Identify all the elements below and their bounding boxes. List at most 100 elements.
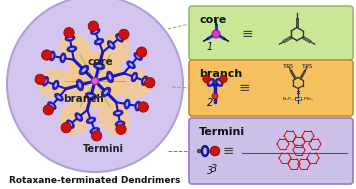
Text: 1: 1	[207, 42, 213, 52]
Ellipse shape	[93, 30, 98, 33]
Ellipse shape	[114, 69, 152, 99]
Text: 3: 3	[207, 166, 213, 176]
Ellipse shape	[118, 36, 121, 40]
Ellipse shape	[77, 115, 80, 119]
Text: ≡: ≡	[222, 144, 234, 158]
Ellipse shape	[207, 78, 215, 87]
Ellipse shape	[54, 93, 63, 101]
Ellipse shape	[68, 37, 72, 39]
Text: Rotaxane-terminated Dendrimers: Rotaxane-terminated Dendrimers	[9, 176, 181, 185]
Ellipse shape	[98, 33, 130, 69]
Ellipse shape	[203, 148, 207, 154]
Ellipse shape	[67, 46, 77, 52]
Ellipse shape	[136, 55, 140, 58]
Ellipse shape	[79, 65, 89, 75]
Ellipse shape	[129, 63, 133, 67]
Ellipse shape	[118, 123, 122, 125]
Circle shape	[138, 102, 148, 112]
Ellipse shape	[50, 104, 54, 107]
Ellipse shape	[127, 61, 135, 69]
Ellipse shape	[90, 28, 100, 35]
Circle shape	[91, 131, 102, 141]
Circle shape	[61, 122, 71, 133]
Ellipse shape	[69, 122, 72, 126]
Circle shape	[35, 74, 45, 84]
Ellipse shape	[94, 38, 104, 45]
Ellipse shape	[124, 99, 130, 109]
Circle shape	[67, 51, 123, 107]
Ellipse shape	[116, 112, 120, 114]
Ellipse shape	[60, 53, 66, 63]
Ellipse shape	[66, 120, 74, 129]
Ellipse shape	[65, 35, 75, 41]
FancyBboxPatch shape	[295, 97, 301, 100]
Circle shape	[203, 75, 210, 83]
Text: TIPS: TIPS	[302, 64, 313, 69]
Text: ≡: ≡	[241, 27, 253, 41]
Ellipse shape	[54, 83, 57, 87]
Ellipse shape	[78, 82, 82, 88]
Circle shape	[42, 50, 52, 60]
Circle shape	[212, 93, 218, 99]
Text: core: core	[87, 57, 113, 67]
Ellipse shape	[89, 119, 93, 122]
FancyBboxPatch shape	[189, 118, 353, 184]
Circle shape	[197, 149, 201, 153]
Ellipse shape	[48, 102, 56, 110]
Ellipse shape	[106, 71, 114, 83]
Ellipse shape	[88, 94, 94, 98]
Ellipse shape	[141, 76, 148, 86]
Ellipse shape	[201, 146, 209, 156]
Ellipse shape	[51, 54, 53, 58]
Text: Termini: Termini	[199, 127, 245, 137]
Ellipse shape	[86, 117, 96, 124]
Ellipse shape	[60, 99, 92, 135]
Ellipse shape	[76, 79, 84, 91]
Circle shape	[210, 146, 220, 156]
FancyBboxPatch shape	[189, 6, 353, 60]
Circle shape	[119, 29, 129, 40]
Ellipse shape	[44, 79, 47, 84]
Ellipse shape	[62, 56, 64, 60]
Text: Termini: Termini	[83, 144, 124, 154]
FancyBboxPatch shape	[189, 60, 353, 116]
Ellipse shape	[96, 64, 102, 67]
Text: core: core	[199, 15, 226, 25]
Circle shape	[136, 47, 147, 57]
Ellipse shape	[85, 92, 97, 100]
Ellipse shape	[137, 104, 139, 108]
Ellipse shape	[52, 80, 59, 90]
Ellipse shape	[90, 127, 100, 134]
Ellipse shape	[209, 81, 213, 84]
Text: branch: branch	[199, 69, 242, 79]
Ellipse shape	[133, 75, 136, 79]
Circle shape	[43, 105, 53, 115]
Text: Et₃P—Pt—PEt₃: Et₃P—Pt—PEt₃	[283, 97, 313, 101]
Ellipse shape	[42, 76, 49, 86]
Ellipse shape	[109, 43, 113, 47]
Ellipse shape	[126, 102, 128, 106]
Ellipse shape	[218, 81, 221, 84]
Ellipse shape	[215, 78, 223, 87]
Text: ≡: ≡	[238, 81, 250, 95]
Ellipse shape	[104, 90, 108, 94]
Ellipse shape	[69, 48, 74, 50]
Ellipse shape	[116, 33, 124, 42]
Ellipse shape	[49, 51, 55, 61]
Circle shape	[88, 21, 99, 31]
Ellipse shape	[57, 95, 61, 99]
Ellipse shape	[131, 72, 138, 82]
Text: branch: branch	[63, 94, 103, 104]
Text: TIPS: TIPS	[283, 64, 294, 69]
Circle shape	[116, 124, 126, 135]
Ellipse shape	[97, 40, 101, 43]
Ellipse shape	[38, 69, 76, 99]
Ellipse shape	[98, 99, 130, 135]
Ellipse shape	[93, 62, 105, 70]
Circle shape	[212, 30, 220, 38]
Ellipse shape	[101, 87, 111, 97]
Text: 2: 2	[207, 98, 213, 108]
Ellipse shape	[60, 33, 92, 69]
Ellipse shape	[143, 78, 146, 83]
Ellipse shape	[107, 41, 115, 49]
